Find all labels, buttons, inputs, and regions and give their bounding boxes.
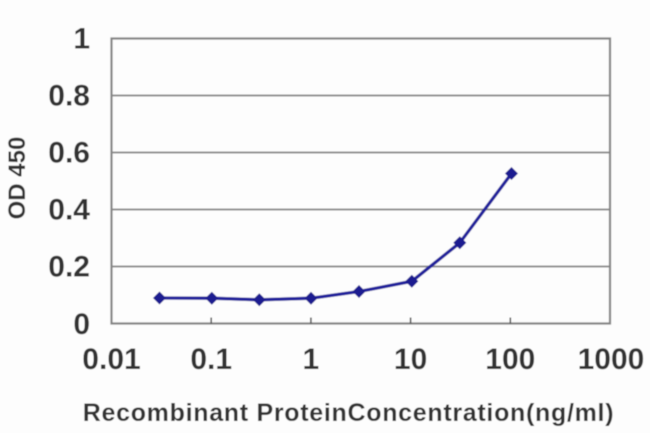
svg-text:0.8: 0.8	[48, 80, 90, 113]
svg-text:10: 10	[394, 343, 427, 376]
svg-text:OD 450: OD 450	[4, 137, 31, 220]
svg-text:0.1: 0.1	[190, 343, 232, 376]
svg-text:Recombinant ProteinConcentrati: Recombinant ProteinConcentration(ng/ml)	[83, 399, 614, 427]
svg-text:0: 0	[73, 308, 90, 341]
svg-text:0.4: 0.4	[48, 194, 90, 227]
svg-text:1: 1	[303, 343, 320, 376]
svg-text:0.01: 0.01	[82, 343, 140, 376]
svg-text:100: 100	[485, 343, 535, 376]
svg-text:1: 1	[73, 23, 90, 56]
svg-text:1000: 1000	[578, 343, 645, 376]
svg-text:0.6: 0.6	[48, 137, 90, 170]
svg-text:0.2: 0.2	[48, 251, 90, 284]
